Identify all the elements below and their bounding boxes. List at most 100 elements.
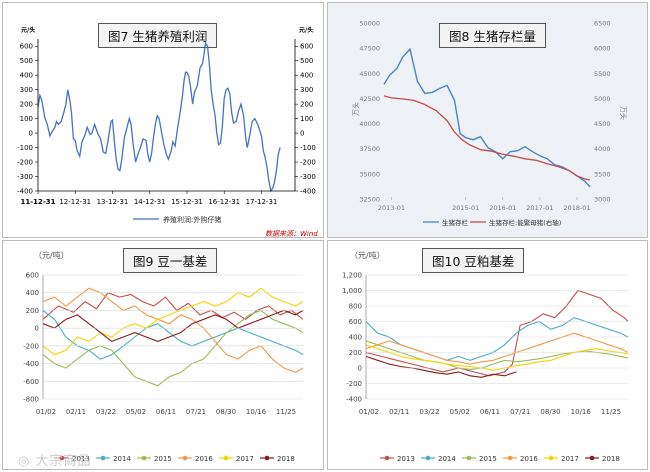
- x-tick-label: 11-12-31: [20, 198, 55, 206]
- x-tick-label: 02/11: [389, 408, 409, 416]
- y-tick-label: 200: [26, 307, 39, 315]
- series-line-2018: [42, 309, 304, 343]
- legend-label: 2016: [520, 455, 538, 463]
- chart-title: 图9 豆一基差: [123, 248, 218, 273]
- legend-marker: [466, 455, 472, 461]
- right-unit-label: 元/头: [299, 26, 313, 34]
- chart-ticks: 600 600 500 500 400 400 300 300 200 200 100 100 0 0 -1…: [17, 39, 316, 220]
- y-tick-label-right: -400: [300, 188, 316, 196]
- chart-title: 图8 生猪存栏量: [439, 23, 546, 48]
- legend-label: 2018: [277, 455, 295, 463]
- y-tick-label-right: -300: [300, 173, 316, 181]
- x-tick-label: 16-12-31: [208, 198, 240, 206]
- chart-lines: [37, 41, 281, 193]
- chart-svg: （元/吨） 1,200 1,000 800 600 400 200 0 -200 -400 01/…: [342, 250, 629, 463]
- x-tick-label: 01/02: [359, 408, 379, 416]
- y-tick-label-right: 3500: [594, 170, 611, 178]
- legend-marker: [141, 455, 147, 461]
- chart-svg: 元/头 元/头 600 600 500 500 400 400 300 300 200 200 10…: [17, 26, 318, 237]
- y-tick-label: 400: [349, 334, 362, 342]
- series-line-2018: [365, 355, 517, 378]
- series-line-2015: [365, 340, 629, 371]
- y-tick-label-left: 500: [20, 57, 33, 65]
- series-line-养殖利润:外购仔猪: [37, 41, 281, 193]
- chart-legend: 2013 2014 2015 2016 2017 2018: [380, 455, 620, 463]
- y-tick-label-right: 5000: [594, 95, 611, 103]
- legend-marker: [182, 455, 188, 461]
- legend-marker: [223, 455, 229, 461]
- x-tick-label: 14-12-31: [134, 198, 166, 206]
- series-line-2017: [42, 287, 304, 356]
- legend-label: 2017: [561, 455, 579, 463]
- series-line-2014: [42, 309, 304, 360]
- y-tick-label-left: -100: [17, 144, 33, 152]
- x-tick-label: 11/25: [601, 408, 621, 416]
- y-tick-label: -400: [346, 396, 362, 404]
- x-tick-label: 13-12-31: [97, 198, 129, 206]
- x-tick-label: 06/11: [156, 408, 176, 416]
- legend-label: 2018: [602, 455, 620, 463]
- y-tick-label-left: 37500: [359, 145, 380, 153]
- y-tick-label: -400: [23, 360, 39, 368]
- legend-marker: [100, 455, 106, 461]
- y-tick-label-right: -100: [300, 144, 316, 152]
- y-tick-label: -200: [23, 342, 39, 350]
- legend-label: 2017: [236, 455, 254, 463]
- legend-marker: [507, 455, 513, 461]
- y-tick-label: 600: [349, 318, 362, 326]
- chart-lines: [42, 287, 304, 387]
- y-tick-label-left: 0: [29, 130, 33, 138]
- y-tick-label-left: 300: [20, 86, 33, 94]
- y-tick-label: 0: [358, 365, 362, 373]
- y-tick-label: -200: [346, 380, 362, 388]
- x-tick-label: 11/25: [276, 408, 296, 416]
- y-tick-label-left: 45000: [359, 70, 380, 78]
- left-unit-label: 元/头: [21, 26, 35, 34]
- x-tick-label: 06/11: [480, 408, 500, 416]
- y-tick-label-right: 4000: [594, 145, 611, 153]
- x-tick-label: 2016-01: [489, 204, 516, 212]
- series-line-2013: [42, 292, 304, 320]
- x-tick-label: 07/21: [186, 408, 206, 416]
- x-tick-label: 2015-01: [452, 204, 479, 212]
- y-tick-label-left: 35000: [359, 170, 380, 178]
- legend-label: 生猪存栏:能繁母猪(右轴): [489, 218, 561, 227]
- legend-marker: [548, 455, 554, 461]
- legend-label: 养殖利润:外购仔猪: [163, 215, 221, 224]
- y-tick-label-left: 600: [20, 43, 33, 51]
- y-tick-label-left: -200: [17, 159, 33, 167]
- y-tick-label-right: 100: [300, 115, 313, 123]
- x-tick-label: 08/30: [540, 408, 560, 416]
- y-tick-label-left: 400: [20, 72, 33, 80]
- y-tick-label-left: 200: [20, 101, 33, 109]
- y-tick-label-left: 32500: [359, 196, 380, 204]
- y-tick-label-right: 6500: [594, 20, 611, 28]
- y-tick-label: -600: [23, 378, 39, 386]
- y-tick-label: 1,000: [342, 287, 362, 295]
- watermark-logo: ◎ 大宗商品: [18, 454, 92, 469]
- chart-panel-soymeal-basis: 图10 豆粕基差 （元/吨） 1,200 1,000 800 600 400 200 0 -2…: [327, 240, 648, 470]
- legend-label: 2014: [438, 455, 456, 463]
- series-line-2016: [365, 332, 629, 365]
- x-tick-label: 10/16: [571, 408, 592, 416]
- x-tick-label: 05/02: [126, 408, 146, 416]
- y-tick-label: 800: [349, 303, 362, 311]
- x-tick-label: 03/22: [419, 408, 439, 416]
- series-line-2013: [365, 289, 629, 377]
- legend-label: 2013: [72, 455, 90, 463]
- x-tick-label: 10/16: [246, 408, 267, 416]
- y-tick-label-left: -300: [17, 173, 33, 181]
- y-tick-label: 400: [26, 289, 39, 297]
- y-tick-label: -800: [23, 396, 39, 404]
- legend-label: 2015: [154, 455, 172, 463]
- legend-label: 2014: [113, 455, 131, 463]
- y-tick-label-right: 300: [300, 86, 313, 94]
- y-tick-label-left: 100: [20, 115, 33, 123]
- chart-svg: （元/吨） 600 400 200 0 -200 -400 -600 -800 01/02 02/…: [23, 250, 304, 463]
- chart-ticks: 600 400 200 0 -200 -400 -600 -800 01/02 02/11 03/2…: [23, 272, 303, 416]
- series-line-2017: [365, 344, 629, 371]
- y-tick-label-right: 500: [300, 57, 313, 65]
- y-tick-label-left: 42500: [359, 95, 380, 103]
- y-tick-label-right: -200: [300, 159, 316, 167]
- x-tick-label: 02/11: [66, 408, 86, 416]
